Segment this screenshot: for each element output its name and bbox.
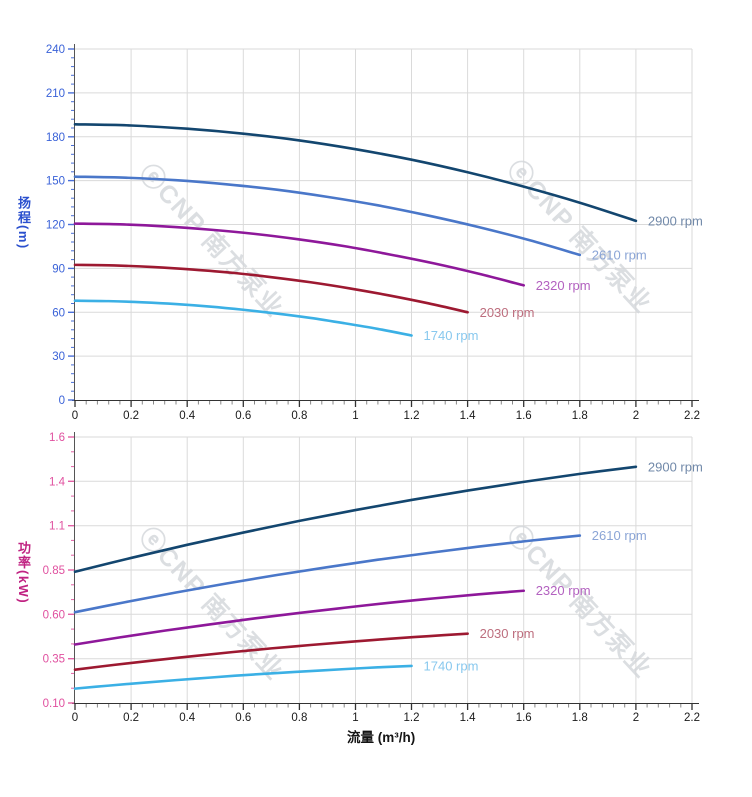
- power-chart-label-2320-rpm: 2320 rpm: [536, 583, 591, 598]
- x-tick-label: 1.2: [404, 410, 420, 422]
- flow-axis-title: 流量 (m³/h): [347, 730, 416, 745]
- head-chart-label-2320-rpm: 2320 rpm: [536, 278, 591, 293]
- y-tick-label: 0: [59, 395, 65, 407]
- head-chart-curve-1740-rpm: [73, 299, 413, 337]
- power-chart-curve-2610-rpm: [73, 534, 582, 614]
- x-tick-label: 1: [352, 410, 358, 422]
- x-tick-label: 1: [352, 712, 358, 724]
- x-tick-label: 2: [633, 410, 639, 422]
- x-tick-label: 0: [72, 712, 78, 724]
- head-chart-label-2610-rpm: 2610 rpm: [592, 247, 647, 262]
- power-chart-label-2030-rpm: 2030 rpm: [480, 626, 535, 641]
- x-tick-label: 0.2: [123, 712, 139, 724]
- power-chart-curve-1740-rpm: [73, 664, 413, 690]
- head-chart-label-1740-rpm: 1740 rpm: [424, 328, 479, 343]
- x-tick-label: 0.4: [179, 712, 196, 724]
- head-chart-label-2900-rpm: 2900 rpm: [648, 213, 703, 228]
- y-tick-label: 150: [46, 176, 65, 188]
- y-tick-label: 90: [52, 263, 65, 275]
- head-chart-curve-2610-rpm: [73, 175, 582, 257]
- x-tick-label: 1.6: [516, 410, 532, 422]
- x-tick-label: 0.8: [291, 410, 307, 422]
- y-tick-label: 0.85: [43, 565, 65, 577]
- y-tick-label: 210: [46, 88, 65, 100]
- x-tick-label: 1.4: [460, 712, 477, 724]
- x-tick-label: 0.4: [179, 410, 196, 422]
- head-axis-title: 扬程(m): [16, 196, 31, 250]
- x-tick-label: 0.6: [235, 410, 251, 422]
- x-tick-label: 0.6: [235, 712, 251, 724]
- head-chart-curve-2900-rpm: [73, 123, 638, 223]
- y-tick-label: 0.60: [43, 609, 65, 621]
- x-tick-label: 0.2: [123, 410, 139, 422]
- head-chart-label-2030-rpm: 2030 rpm: [480, 305, 535, 320]
- y-tick-label: 1.6: [49, 432, 65, 444]
- x-tick-label: 1.6: [516, 712, 532, 724]
- power-chart-curve-2900-rpm: [73, 465, 638, 574]
- power-axis-title: 功率(kW): [16, 541, 31, 605]
- x-tick-label: 1.8: [572, 712, 588, 724]
- x-tick-label: 1.4: [460, 410, 477, 422]
- y-tick-label: 180: [46, 132, 65, 144]
- x-tick-label: 1.8: [572, 410, 588, 422]
- x-tick-label: 2: [633, 712, 639, 724]
- y-tick-label: 60: [52, 307, 65, 319]
- y-tick-label: 30: [52, 351, 65, 363]
- y-tick-label: 1.1: [49, 521, 65, 533]
- x-tick-label: 2.2: [684, 712, 700, 724]
- y-tick-label: 0.10: [43, 698, 65, 710]
- x-tick-label: 1.2: [404, 712, 420, 724]
- power-chart-label-2610-rpm: 2610 rpm: [592, 528, 647, 543]
- x-tick-label: 2.2: [684, 410, 700, 422]
- head-chart-curve-2320-rpm: [73, 222, 526, 287]
- x-tick-label: 0: [72, 410, 78, 422]
- x-tick-label: 0.8: [291, 712, 307, 724]
- power-chart-curve-2320-rpm: [73, 589, 526, 646]
- y-tick-label: 240: [46, 44, 65, 56]
- power-chart-label-2900-rpm: 2900 rpm: [648, 459, 703, 474]
- y-tick-label: 0.35: [43, 654, 65, 666]
- head-chart-curve-2030-rpm: [73, 263, 469, 314]
- y-tick-label: 1.4: [49, 476, 66, 488]
- y-tick-label: 120: [46, 220, 65, 232]
- power-chart-curve-2030-rpm: [73, 632, 469, 671]
- power-chart-label-1740-rpm: 1740 rpm: [424, 658, 479, 673]
